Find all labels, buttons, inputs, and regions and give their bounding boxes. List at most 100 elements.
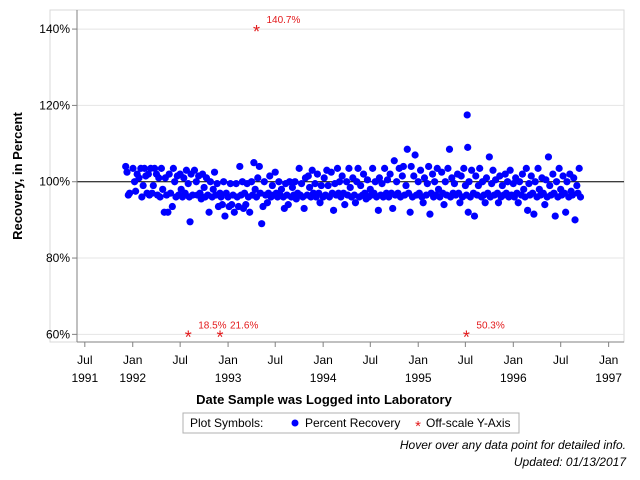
- x-tick-year-label: 1994: [310, 371, 337, 385]
- data-point: [148, 189, 156, 197]
- data-point: [341, 201, 349, 209]
- offscale-star-marker: *: [253, 22, 260, 42]
- data-point: [393, 178, 401, 186]
- data-point: [129, 164, 137, 172]
- data-point: [383, 176, 392, 184]
- data-point: [230, 208, 238, 216]
- data-point: [407, 162, 415, 171]
- data-point: [460, 164, 468, 172]
- x-tick-month-label: Jan: [504, 353, 523, 367]
- data-point: [329, 206, 338, 214]
- x-axis-title: Date Sample was Logged into Laboratory: [196, 392, 452, 407]
- data-point: [398, 172, 406, 180]
- y-axis-title: Recovery, in Percent: [10, 112, 25, 240]
- x-tick-month-label: Jan: [123, 353, 142, 367]
- data-point: [190, 166, 199, 174]
- offscale-value-label: 18.5%: [198, 320, 226, 331]
- data-point: [496, 172, 504, 180]
- data-point: [297, 180, 306, 188]
- data-point: [381, 164, 389, 172]
- data-point: [520, 185, 528, 193]
- data-point: [135, 174, 143, 182]
- offscale-value-label: 50.3%: [476, 320, 504, 331]
- data-point: [546, 181, 554, 190]
- data-point: [571, 216, 579, 224]
- data-point: [399, 162, 407, 171]
- offscale-points: *18.5%*21.6%*140.7%*50.3%: [185, 15, 505, 347]
- data-point: [206, 178, 214, 186]
- data-point: [205, 208, 213, 216]
- data-point: [438, 168, 446, 176]
- data-point: [151, 164, 159, 172]
- data-point: [445, 145, 454, 153]
- data-point: [171, 178, 179, 186]
- offscale-star-marker: *: [463, 327, 470, 347]
- legend-entry-offscale: Off-scale Y-Axis: [426, 416, 510, 430]
- data-point: [221, 212, 229, 220]
- data-point: [220, 178, 228, 186]
- data-point: [425, 162, 433, 171]
- data-point: [551, 212, 559, 220]
- data-point: [542, 176, 550, 184]
- data-point: [522, 164, 530, 172]
- data-point: [450, 180, 459, 188]
- data-point: [164, 208, 172, 216]
- offscale-value-label: 21.6%: [230, 320, 258, 331]
- x-tick-month-label: Jan: [313, 353, 332, 367]
- data-point: [288, 183, 297, 192]
- data-point: [470, 212, 479, 220]
- data-point: [419, 199, 427, 207]
- data-point: [423, 180, 431, 188]
- data-point: [166, 189, 175, 197]
- data-point: [313, 170, 322, 178]
- data-point: [527, 172, 535, 180]
- data-point: [514, 199, 522, 207]
- data-point: [228, 201, 236, 209]
- data-point: [132, 187, 140, 195]
- data-point: [217, 193, 225, 201]
- data-point: [406, 208, 414, 216]
- data-point: [456, 199, 464, 207]
- data-point: [573, 181, 581, 190]
- offscale-star-marker: *: [216, 327, 223, 347]
- x-tick-month-label: Jul: [172, 353, 187, 367]
- data-point: [263, 199, 272, 207]
- x-tick-year-label: 1991: [71, 371, 98, 385]
- data-point: [226, 180, 235, 188]
- x-tick-month-label: Jul: [553, 353, 568, 367]
- data-point: [494, 199, 503, 207]
- data-point: [266, 172, 274, 180]
- data-point: [411, 151, 419, 159]
- data-point: [568, 191, 577, 199]
- y-tick-label: 120%: [39, 98, 70, 112]
- data-point: [463, 111, 471, 119]
- x-tick-year-label: 1997: [595, 371, 622, 385]
- y-tick-label: 60%: [46, 327, 70, 341]
- data-point: [139, 181, 147, 190]
- data-point: [291, 178, 299, 186]
- x-tick-month-label: Jan: [599, 353, 618, 367]
- data-point: [472, 172, 480, 180]
- data-point: [144, 170, 152, 178]
- data-point: [506, 166, 514, 174]
- data-point: [481, 199, 489, 207]
- data-point: [575, 164, 583, 172]
- data-point: [530, 210, 538, 218]
- data-point: [271, 168, 279, 176]
- legend-circle-icon: [291, 419, 299, 427]
- data-point: [444, 164, 452, 172]
- data-point: [457, 172, 465, 180]
- data-point: [378, 180, 386, 188]
- data-point: [196, 189, 204, 197]
- data-point: [515, 178, 524, 186]
- data-point: [345, 164, 353, 172]
- data-point: [375, 174, 384, 182]
- data-point: [122, 162, 130, 171]
- data-point: [250, 159, 258, 167]
- data-point: [420, 174, 429, 182]
- x-tick-year-label: 1996: [500, 371, 527, 385]
- data-point: [236, 162, 244, 171]
- data-point: [562, 208, 570, 216]
- data-point: [525, 180, 533, 188]
